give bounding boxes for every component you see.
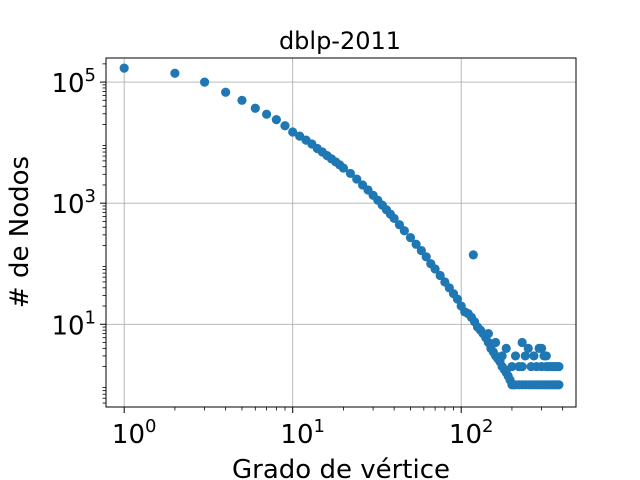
- y-axis-ticks: 101 103 105: [51, 63, 106, 404]
- data-point: [491, 337, 501, 348]
- x-tick-label: 101: [280, 416, 325, 450]
- data-point: [261, 109, 272, 119]
- data-point: [405, 233, 416, 243]
- x-tick-label: 102: [449, 416, 494, 450]
- data-point: [170, 68, 180, 78]
- data-point: [237, 95, 247, 105]
- data-point: [338, 163, 349, 173]
- x-tick-label: 100: [112, 416, 157, 450]
- data-point: [517, 361, 527, 372]
- data-points: [119, 63, 564, 390]
- y-tick-label: 103: [51, 186, 96, 220]
- data-point: [345, 168, 355, 179]
- data-point: [288, 127, 298, 137]
- data-point: [523, 343, 533, 353]
- data-point: [411, 239, 421, 249]
- y-tick-label: 105: [51, 65, 96, 99]
- data-point: [554, 380, 564, 390]
- data-point: [520, 351, 530, 361]
- x-axis-ticks: 100 101 102: [112, 407, 564, 450]
- data-point: [352, 174, 362, 184]
- chart-title: dblp-2011: [279, 27, 401, 55]
- data-point: [541, 351, 551, 361]
- data-point: [517, 337, 527, 348]
- data-point: [435, 270, 445, 281]
- data-point: [510, 351, 521, 361]
- y-tick-label: 101: [51, 307, 96, 341]
- x-axis-label: Grado de vértice: [232, 455, 450, 480]
- y-axis-label: # de Nodos: [5, 156, 35, 308]
- data-point: [452, 294, 463, 304]
- grid: [106, 58, 576, 407]
- data-point: [271, 115, 281, 125]
- data-point: [483, 329, 493, 339]
- data-point: [416, 245, 426, 256]
- data-point: [552, 361, 562, 372]
- data-point: [199, 77, 210, 87]
- data-point: [507, 361, 517, 372]
- data-point: [221, 87, 231, 97]
- data-point: [468, 250, 478, 260]
- data-point: [430, 264, 440, 274]
- data-point: [119, 63, 129, 73]
- data-point: [399, 226, 409, 236]
- data-point: [280, 121, 290, 131]
- data-point: [250, 103, 260, 113]
- data-point: [497, 351, 507, 361]
- data-point: [421, 252, 431, 262]
- data-point: [389, 213, 399, 224]
- plot-frame: [105, 57, 577, 408]
- data-point: [501, 343, 511, 353]
- data-point: [529, 351, 539, 361]
- data-point: [537, 343, 547, 353]
